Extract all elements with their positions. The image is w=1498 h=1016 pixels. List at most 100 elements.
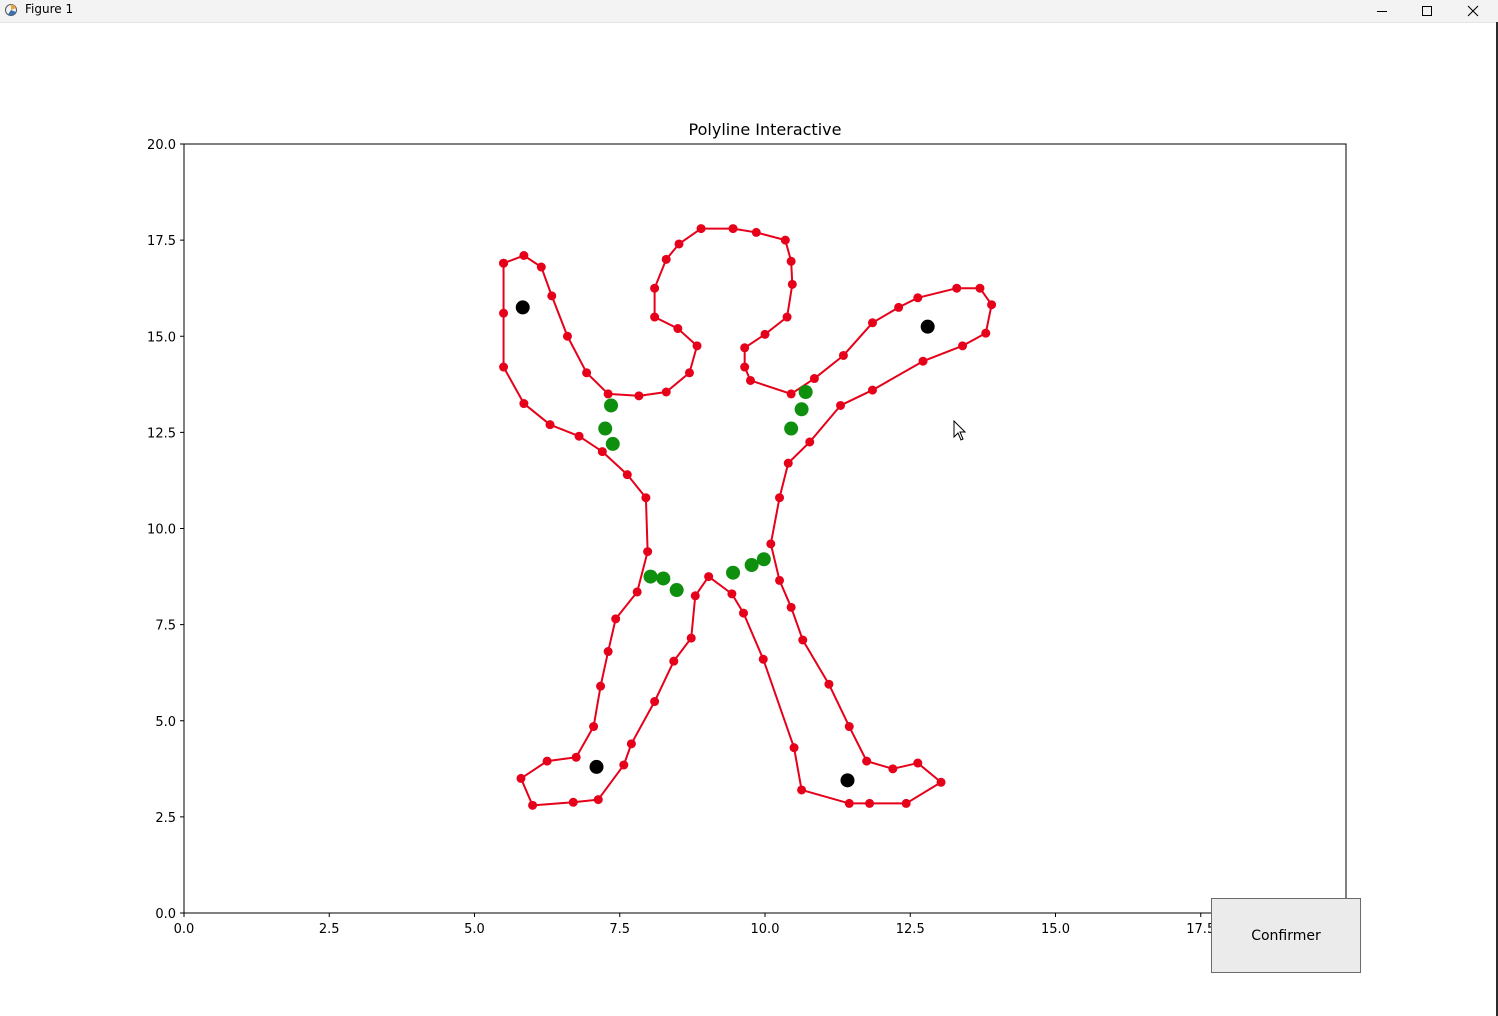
polyline-vertex[interactable] — [766, 539, 776, 549]
polyline-vertex[interactable] — [888, 764, 898, 774]
polyline-vertex[interactable] — [894, 302, 904, 312]
polyline-vertex[interactable] — [780, 235, 790, 245]
polyline-vertex[interactable] — [775, 493, 785, 503]
green-point[interactable] — [756, 552, 771, 567]
polyline-vertex[interactable] — [499, 308, 509, 318]
polyline-vertex[interactable] — [643, 547, 653, 557]
polyline-vertex[interactable] — [987, 300, 997, 310]
polyline-vertex[interactable] — [597, 447, 607, 457]
polyline-vertex[interactable] — [669, 656, 679, 666]
polyline-vertex[interactable] — [519, 399, 529, 409]
polyline-vertex[interactable] — [786, 256, 796, 266]
polyline-vertex[interactable] — [622, 470, 632, 480]
polyline-vertex[interactable] — [740, 362, 750, 372]
polyline-vertex[interactable] — [782, 312, 792, 322]
polyline-vertex[interactable] — [696, 224, 706, 234]
polyline-vertex[interactable] — [661, 254, 671, 264]
polyline-vertex[interactable] — [809, 374, 819, 384]
polyline-vertex[interactable] — [582, 368, 592, 378]
green-point[interactable] — [798, 385, 813, 400]
polyline-vertex[interactable] — [634, 391, 644, 401]
polyline-vertex[interactable] — [593, 795, 603, 805]
polyline-vertex[interactable] — [603, 647, 613, 657]
polyline-vertex[interactable] — [547, 291, 557, 301]
black-point[interactable] — [515, 300, 530, 315]
black-point[interactable] — [589, 759, 604, 774]
polyline-vertex[interactable] — [542, 756, 552, 766]
polyline-vertex[interactable] — [844, 722, 854, 732]
polyline-vertex[interactable] — [867, 385, 877, 395]
polyline-vertex[interactable] — [952, 283, 962, 293]
polyline-vertex[interactable] — [836, 400, 846, 410]
polyline-vertex[interactable] — [611, 614, 621, 624]
polyline-vertex[interactable] — [650, 312, 660, 322]
polyline-vertex[interactable] — [740, 343, 750, 353]
polyline-vertex[interactable] — [692, 341, 702, 351]
green-point[interactable] — [744, 558, 759, 573]
green-point[interactable] — [784, 421, 799, 436]
polyline-vertex[interactable] — [686, 633, 696, 643]
polyline-vertex[interactable] — [865, 798, 875, 808]
polyline-vertex[interactable] — [704, 572, 714, 582]
polyline-vertex[interactable] — [674, 239, 684, 249]
polyline-vertex[interactable] — [673, 324, 683, 334]
green-point[interactable] — [656, 571, 671, 586]
polyline-vertex[interactable] — [783, 458, 793, 468]
polyline-vertex[interactable] — [838, 350, 848, 360]
polyline-vertex[interactable] — [661, 387, 671, 397]
black-point[interactable] — [920, 319, 935, 334]
polyline-vertex[interactable] — [632, 587, 642, 597]
close-icon[interactable] — [1450, 0, 1496, 22]
polyline-vertex[interactable] — [589, 722, 599, 732]
polyline-vertex[interactable] — [519, 251, 529, 261]
polyline-vertex[interactable] — [545, 420, 555, 430]
green-point[interactable] — [605, 436, 620, 451]
confirm-button[interactable]: Confirmer — [1211, 898, 1361, 973]
polyline-vertex[interactable] — [568, 797, 578, 807]
polyline-vertex[interactable] — [690, 591, 700, 601]
polyline-vertex[interactable] — [975, 283, 985, 293]
green-point[interactable] — [794, 402, 809, 417]
polyline-vertex[interactable] — [727, 589, 737, 599]
polyline-vertex[interactable] — [786, 389, 796, 399]
polyline-vertex[interactable] — [499, 258, 509, 268]
polyline-vertex[interactable] — [901, 798, 911, 808]
polyline-vertex[interactable] — [918, 356, 928, 366]
black-point[interactable] — [840, 773, 855, 788]
polyline-vertex[interactable] — [684, 368, 694, 378]
polyline-vertex[interactable] — [789, 743, 799, 753]
polyline-vertex[interactable] — [751, 227, 761, 237]
polyline-vertex[interactable] — [536, 262, 546, 272]
green-point[interactable] — [643, 569, 658, 584]
polyline-vertex[interactable] — [728, 224, 738, 234]
polyline-vertex[interactable] — [626, 739, 636, 749]
polyline-vertex[interactable] — [574, 431, 584, 441]
polyline-vertex[interactable] — [786, 602, 796, 612]
polyline-vertex[interactable] — [571, 752, 581, 762]
polyline-vertex[interactable] — [650, 697, 660, 707]
maximize-icon[interactable] — [1404, 0, 1450, 22]
polyline-vertex[interactable] — [596, 681, 606, 691]
polyline-vertex[interactable] — [913, 758, 923, 768]
green-point[interactable] — [726, 565, 741, 580]
polyline-vertex[interactable] — [862, 756, 872, 766]
polyline-vertex[interactable] — [499, 362, 509, 372]
polyline-vertex[interactable] — [824, 679, 834, 689]
polyline-vertex[interactable] — [787, 279, 797, 289]
polyline-vertex[interactable] — [739, 608, 749, 618]
polyline-vertex[interactable] — [562, 331, 572, 341]
polyline-vertex[interactable] — [844, 798, 854, 808]
polyline-vertex[interactable] — [958, 341, 968, 351]
green-point[interactable] — [604, 398, 619, 413]
green-point[interactable] — [669, 583, 684, 598]
polyline-vertex[interactable] — [805, 437, 815, 447]
polyline-vertex[interactable] — [516, 773, 526, 783]
polyline-vertex[interactable] — [913, 293, 923, 303]
polyline-vertex[interactable] — [867, 318, 877, 328]
polyline-vertex[interactable] — [603, 389, 613, 399]
polyline-vertex[interactable] — [745, 375, 755, 385]
polyline-vertex[interactable] — [758, 654, 768, 664]
polyline-vertex[interactable] — [650, 283, 660, 293]
polyline-vertex[interactable] — [775, 575, 785, 585]
